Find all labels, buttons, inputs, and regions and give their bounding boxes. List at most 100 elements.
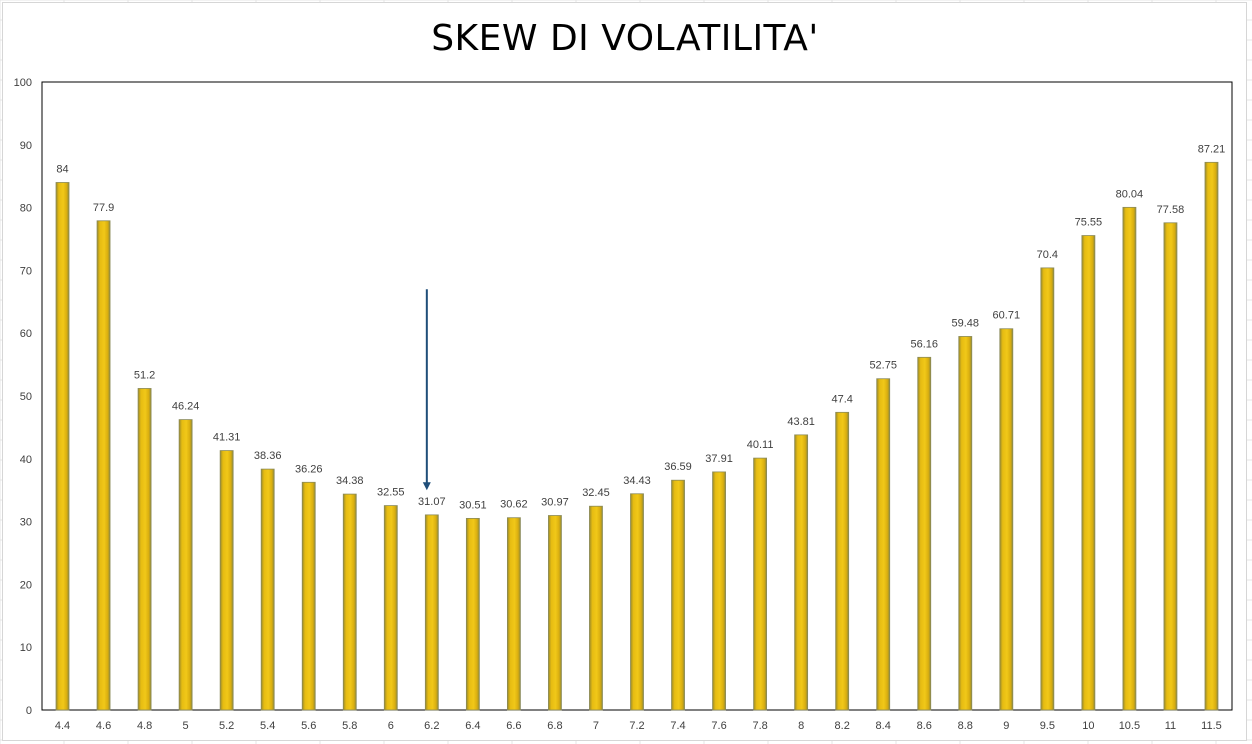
- bar: [178, 419, 193, 711]
- bar: [55, 182, 70, 711]
- bar: [219, 450, 234, 711]
- data-label: 87.21: [1198, 143, 1226, 155]
- data-label: 56.16: [910, 338, 938, 350]
- data-label: 52.75: [869, 360, 897, 372]
- data-label: 40.11: [747, 439, 774, 451]
- x-tick-label: 6.2: [424, 720, 439, 732]
- data-label: 36.59: [664, 461, 692, 473]
- annotation-arrow: [422, 289, 431, 491]
- x-tick-label: 8: [798, 720, 804, 732]
- bar: [1122, 206, 1137, 711]
- y-tick-label: 90: [20, 140, 32, 152]
- y-tick-label: 80: [20, 203, 32, 215]
- bar: [999, 328, 1014, 711]
- data-label: 51.2: [134, 369, 155, 381]
- data-label: 37.91: [705, 453, 733, 465]
- y-tick-label: 10: [20, 642, 32, 654]
- x-tick-label: 4.4: [55, 720, 70, 732]
- chart-title: SKEW DI VOLATILITA': [431, 18, 819, 59]
- data-label: 31.07: [418, 496, 446, 508]
- bar: [671, 479, 685, 711]
- data-label: 30.51: [459, 499, 487, 511]
- arrow-head: [422, 482, 431, 491]
- x-tick-label: 5.8: [342, 720, 357, 732]
- x-tick-label: 9: [1003, 720, 1009, 732]
- data-label: 77.9: [93, 202, 114, 214]
- data-label: 38.36: [254, 450, 282, 462]
- data-label: 47.4: [831, 393, 852, 405]
- data-label: 75.55: [1075, 217, 1103, 229]
- bar: [301, 481, 316, 711]
- bar: [589, 505, 603, 711]
- data-label: 30.97: [541, 497, 569, 509]
- bar: [917, 356, 932, 711]
- bar: [1163, 222, 1178, 711]
- bar: [506, 517, 521, 711]
- data-label: 77.58: [1157, 204, 1185, 216]
- x-tick-label: 8.4: [876, 720, 891, 732]
- bar: [137, 388, 152, 711]
- bar: [794, 434, 809, 711]
- data-label: 34.38: [336, 475, 364, 487]
- x-tick-label: 7.4: [670, 720, 685, 732]
- bar: [424, 514, 439, 711]
- x-tick-label: 11.5: [1201, 720, 1222, 732]
- bar: [342, 493, 357, 711]
- bar: [753, 457, 768, 711]
- x-tick-label: 4.8: [137, 720, 152, 732]
- bar: [835, 411, 850, 711]
- bar: [548, 515, 562, 711]
- x-tick-label: 11: [1165, 720, 1176, 732]
- data-label: 32.55: [377, 487, 405, 499]
- bar: [465, 517, 480, 711]
- y-tick-label: 20: [20, 579, 32, 591]
- data-label: 43.81: [787, 416, 815, 428]
- x-tick-label: 8.2: [835, 720, 850, 732]
- y-tick-label: 40: [20, 454, 32, 466]
- x-tick-label: 7.8: [752, 720, 767, 732]
- bar: [1204, 161, 1219, 711]
- data-label: 59.48: [952, 317, 980, 329]
- bar: [1081, 235, 1096, 711]
- y-tick-label: 100: [14, 77, 32, 89]
- x-tick-label: 5: [183, 720, 189, 732]
- y-tick-label: 60: [20, 328, 32, 340]
- data-label: 60.71: [993, 310, 1021, 322]
- bar: [1040, 267, 1055, 711]
- x-tick-label: 4.6: [96, 720, 111, 732]
- x-tick-label: 6.4: [465, 720, 480, 732]
- x-tick-label: 6.6: [506, 720, 521, 732]
- x-tick-label: 7: [593, 720, 599, 732]
- x-tick-label: 5.6: [301, 720, 316, 732]
- x-tick-label: 10.5: [1119, 720, 1140, 732]
- bar: [876, 378, 891, 711]
- data-label: 30.62: [500, 499, 528, 511]
- bar: [712, 471, 726, 711]
- x-tick-label: 8.6: [917, 720, 932, 732]
- x-tick-label: 10: [1082, 720, 1094, 732]
- bar: [96, 220, 111, 711]
- y-tick-label: 50: [20, 391, 32, 403]
- bar: [383, 505, 398, 711]
- y-tick-label: 0: [26, 705, 32, 717]
- data-label: 34.43: [623, 475, 651, 487]
- data-label: 84: [56, 163, 68, 175]
- data-label: 70.4: [1037, 249, 1058, 261]
- x-tick-label: 7.6: [711, 720, 726, 732]
- x-tick-label: 6: [388, 720, 394, 732]
- x-tick-label: 6.8: [547, 720, 562, 732]
- x-tick-label: 8.8: [958, 720, 973, 732]
- bar: [630, 493, 644, 711]
- bar: [260, 468, 275, 711]
- x-tick-label: 7.2: [629, 720, 644, 732]
- x-tick-label: 9.5: [1040, 720, 1055, 732]
- x-tick-label: 5.2: [219, 720, 234, 732]
- y-tick-label: 30: [20, 517, 32, 529]
- data-label: 36.26: [295, 463, 323, 475]
- data-label: 41.31: [213, 432, 241, 444]
- data-label: 32.45: [582, 487, 610, 499]
- data-label: 46.24: [172, 401, 200, 413]
- data-label: 80.04: [1116, 188, 1144, 200]
